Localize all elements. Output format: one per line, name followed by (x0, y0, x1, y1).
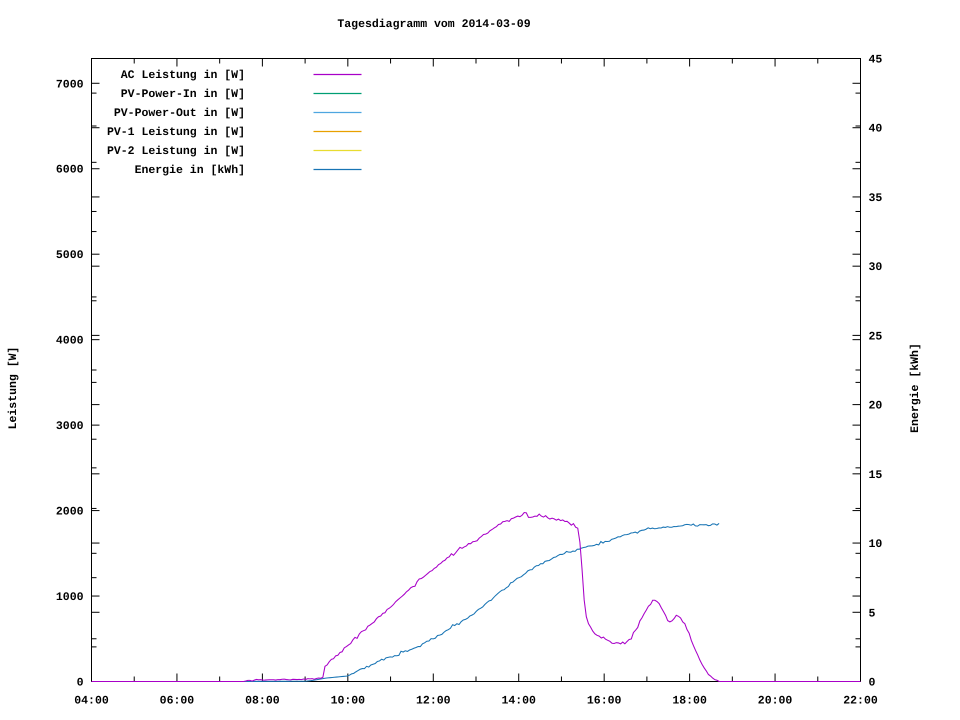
svg-text:40: 40 (869, 123, 883, 136)
svg-text:6000: 6000 (56, 164, 84, 177)
svg-text:3000: 3000 (56, 420, 84, 433)
svg-text:Tagesdiagramm vom 2014-03-09: Tagesdiagramm vom 2014-03-09 (337, 18, 530, 31)
svg-text:Leistung [W]: Leistung [W] (7, 347, 20, 430)
svg-text:18:00: 18:00 (672, 695, 707, 708)
svg-text:0: 0 (77, 677, 84, 690)
svg-text:15: 15 (869, 469, 883, 482)
svg-text:12:00: 12:00 (416, 695, 451, 708)
svg-text:10: 10 (869, 538, 883, 551)
svg-text:5000: 5000 (56, 249, 84, 262)
svg-text:5: 5 (869, 607, 876, 620)
svg-text:Energie [kWh]: Energie [kWh] (909, 343, 922, 433)
svg-text:1000: 1000 (56, 591, 84, 604)
svg-text:PV-1 Leistung in [W]: PV-1 Leistung in [W] (107, 126, 245, 139)
svg-text:7000: 7000 (56, 78, 84, 91)
svg-text:14:00: 14:00 (501, 695, 536, 708)
svg-text:06:00: 06:00 (160, 695, 195, 708)
svg-text:4000: 4000 (56, 335, 84, 348)
svg-text:22:00: 22:00 (843, 695, 878, 708)
svg-text:08:00: 08:00 (245, 695, 280, 708)
svg-text:20:00: 20:00 (758, 695, 793, 708)
svg-text:AC Leistung in [W]: AC Leistung in [W] (121, 69, 245, 82)
svg-text:04:00: 04:00 (74, 695, 109, 708)
svg-text:20: 20 (869, 400, 883, 413)
svg-text:30: 30 (869, 261, 883, 274)
svg-text:PV-2 Leistung in [W]: PV-2 Leistung in [W] (107, 145, 245, 158)
svg-text:16:00: 16:00 (587, 695, 622, 708)
svg-text:PV-Power-Out in [W]: PV-Power-Out in [W] (114, 107, 245, 120)
svg-text:10:00: 10:00 (331, 695, 366, 708)
svg-text:2000: 2000 (56, 506, 84, 519)
svg-text:PV-Power-In in [W]: PV-Power-In in [W] (121, 88, 245, 101)
svg-text:35: 35 (869, 192, 883, 205)
svg-text:25: 25 (869, 330, 883, 343)
svg-text:0: 0 (869, 677, 876, 690)
svg-text:45: 45 (869, 54, 883, 67)
svg-text:Energie in [kWh]: Energie in [kWh] (135, 164, 245, 177)
